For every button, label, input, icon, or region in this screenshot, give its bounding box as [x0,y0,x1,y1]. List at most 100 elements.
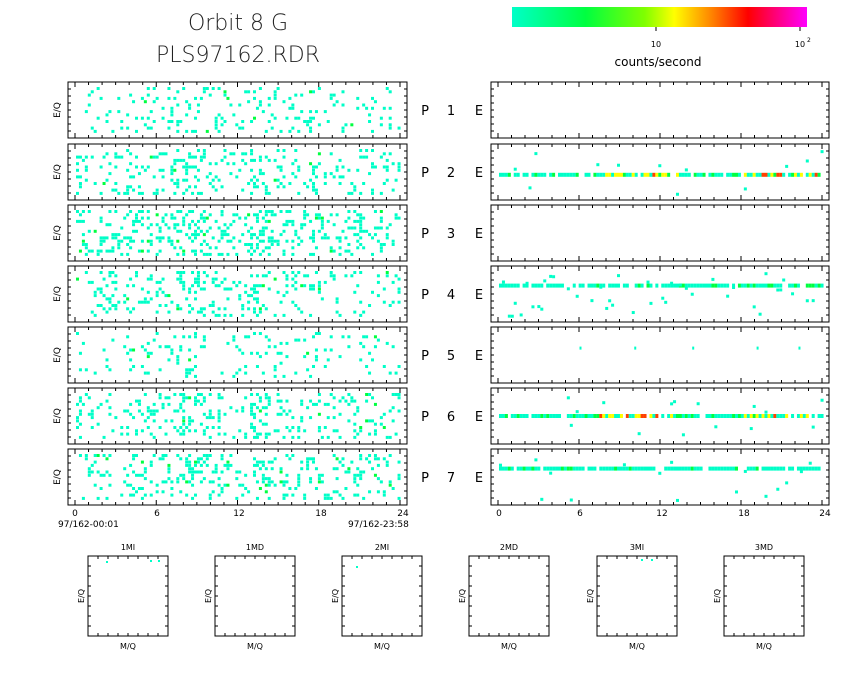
bottom-ylabel-2: E/Q [204,589,213,603]
row-7: E/Q P 7 E [53,448,830,506]
left-ylabel-3: E/Q [53,225,63,241]
right-panel-2-ticks [491,143,829,201]
bottom-xlabel-2: M/Q [247,642,263,651]
right-panel-2 [490,143,830,201]
right-panel-7 [490,448,830,506]
bottom-xlabel-3: M/Q [374,642,390,651]
bottom-panel-3mi: 3MI M/Q E/Q [586,543,678,651]
row-label-p-4: P [421,288,429,303]
row-label-p-6: P [421,410,429,425]
left-panel-2-ticks [68,143,407,201]
bottom-panel-1mi: 1MI M/Q E/Q [77,543,169,651]
left-panel-4-ticks [68,265,407,323]
colorbar [512,7,807,27]
bottom-title-4: 2MD [500,543,518,552]
bottom-title-2: 1MD [246,543,264,552]
row-1: E/Q P 1 E [53,81,830,139]
bottom-frame-3 [341,555,423,637]
bottom-ylabel-1: E/Q [77,589,86,603]
right-panel-4-ticks [491,265,829,323]
bottom-xlabel-1: M/Q [120,642,136,651]
right-panel-7-ticks [491,448,829,506]
time-start: 97/162-00:01 [58,520,119,530]
bottom-xlabel-6: M/Q [756,642,772,651]
left-xtick-24: 24 [397,509,409,519]
right-panel-4 [490,265,830,323]
row-6: E/Q P 6 E [53,387,830,445]
bottom-title-3: 2MI [375,543,389,552]
colorbar-label-100-exp: 2 [807,37,811,44]
left-panel-6 [67,387,408,445]
left-ylabel-1: E/Q [53,102,63,118]
panel-group: E/Q P 1 E E/Q P 2 E E/Q P 3 E E/Q P 4 E E/Q P 5 E E/Q P 6 E E/Q P… [53,81,830,506]
left-ylabel-6: E/Q [53,408,63,424]
time-end: 97/162-23:58 [348,520,409,530]
left-pixels-3 [76,210,401,256]
right-pixels-7 [499,458,821,502]
row-label-num-7: 7 [447,471,455,486]
bottom-ylabel-3: E/Q [331,589,340,603]
right-panel-6-ticks [491,387,829,445]
bottom-frame-1 [87,555,169,637]
left-pixels-4 [76,271,401,317]
row-label-e-5: E [475,349,483,364]
right-panel-5-ticks [491,326,829,384]
row-label-p-2: P [421,166,429,181]
row-label-e-2: E [475,166,483,181]
left-ylabel-5: E/Q [53,347,63,363]
bottom-title-1: 1MI [121,543,135,552]
bottom-ticks-4 [469,556,549,636]
right-panel-1 [490,81,830,139]
row-label-num-5: 5 [447,349,455,364]
colorbar-label-100: 10 [795,40,805,49]
row-label-p-3: P [421,227,429,242]
bottom-frame-4 [468,555,550,637]
bottom-panel-3md: 3MD M/Q E/Q [713,543,805,651]
row-5: E/Q P 5 E [53,326,830,384]
row-label-e-4: E [475,288,483,303]
left-xtick-0: 0 [72,509,78,519]
bottom-ticks-3 [342,556,422,636]
bottom-xlabel-4: M/Q [501,642,517,651]
right-pixels-5 [579,346,801,350]
left-panel-5-ticks [68,326,407,384]
right-pixels-4 [499,272,824,318]
left-ylabel-4: E/Q [53,286,63,302]
row-label-e-7: E [475,471,483,486]
left-panel-6-ticks [68,387,407,445]
bottom-ylabel-6: E/Q [713,589,722,603]
left-xtick-18: 18 [315,509,327,519]
title-line-2: PLS97162.RDR [156,43,320,68]
bottom-panel-2mi: 2MI M/Q E/Q [331,543,423,651]
left-xtick-6: 6 [154,509,160,519]
right-xtick-0: 0 [496,509,502,519]
colorbar-label-10: 10 [651,40,661,49]
right-pixels-2 [499,150,824,196]
left-panel-3-ticks [68,204,407,262]
bottom-panel-1md: 1MD M/Q E/Q [204,543,296,651]
row-label-num-2: 2 [447,166,455,181]
right-xtick-6: 6 [577,509,583,519]
left-ylabel-7: E/Q [53,469,63,485]
bottom-xlabel-5: M/Q [629,642,645,651]
row-label-num-6: 6 [447,410,455,425]
bottom-ylabel-5: E/Q [586,589,595,603]
right-panel-3 [490,204,830,262]
row-label-p-1: P [421,104,429,119]
bottom-ticks-5 [597,556,677,636]
row-4: E/Q P 4 E [53,265,830,323]
bottom-frame-2 [214,555,296,637]
row-2: E/Q P 2 E [53,143,830,201]
bottom-ylabel-4: E/Q [458,589,467,603]
title-line-1: Orbit 8 G [188,11,288,36]
right-xtick-24: 24 [819,509,831,519]
bottom-frame-6 [723,555,805,637]
right-xtick-12: 12 [656,509,667,519]
left-panel-1-ticks [68,81,407,139]
row-label-e-6: E [475,410,483,425]
left-panel-1 [67,81,408,139]
row-label-e-1: E [475,104,483,119]
row-label-p-7: P [421,471,429,486]
row-label-e-3: E [475,227,483,242]
